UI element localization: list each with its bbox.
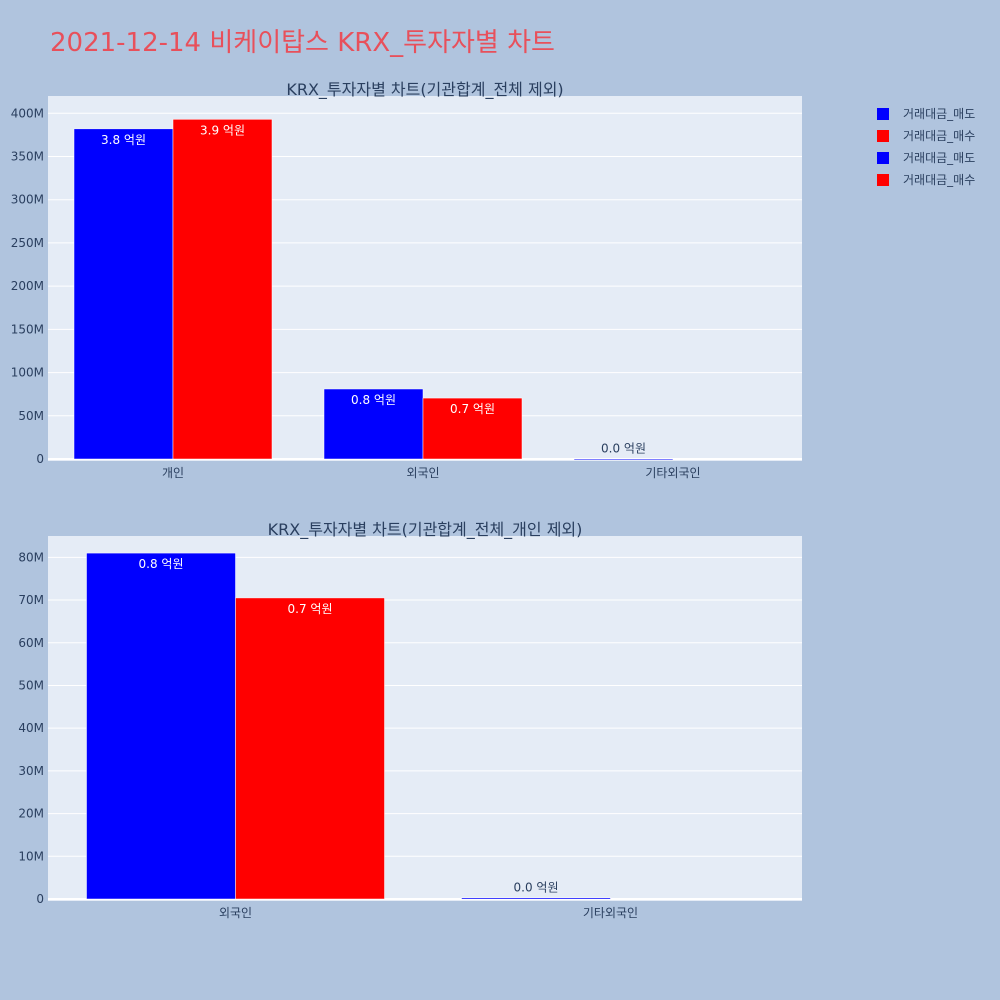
bar-data-label: 3.8 억원 (101, 133, 146, 147)
bar-data-label: 0.8 억원 (351, 393, 396, 407)
y-tick-label: 20M (18, 807, 44, 821)
y-tick-label: 60M (18, 636, 44, 650)
y-tick-label: 40M (18, 721, 44, 735)
page-title: 2021-12-14 비케이탑스 KRX_투자자별 차트 (50, 28, 555, 58)
y-tick-label: 10M (18, 849, 44, 863)
legend-entry: 거래대금_매수 (903, 173, 975, 187)
y-tick-label: 200M (11, 279, 44, 293)
bar-data-label: 0.7 억원 (450, 402, 495, 416)
legend-swatch (877, 152, 889, 164)
legend-swatch (877, 174, 889, 186)
y-tick-label: 50M (18, 409, 44, 423)
bar (73, 128, 174, 460)
subplot-title: KRX_투자자별 차트(기관합계_전체_개인 제외) (268, 520, 583, 540)
bar-data-label: 0.0 억원 (601, 442, 646, 456)
bar (461, 897, 611, 900)
bar (422, 397, 523, 460)
bar (86, 552, 236, 900)
x-tick-label: 외국인 (406, 466, 439, 480)
bar (172, 119, 273, 460)
bar (573, 458, 674, 460)
subplot-2: 0 10M 20M 30M 40M 50M 60M 70M 80M 외국인 기타외국인 0.8 억원 0… (18, 520, 802, 920)
y-tick-label: 350M (11, 150, 44, 164)
bar (323, 388, 424, 460)
legend-swatch (877, 108, 889, 120)
y-tick-label: 30M (18, 764, 44, 778)
legend-swatch (877, 130, 889, 142)
y-tick-label: 70M (18, 593, 44, 607)
y-tick-label: 150M (11, 322, 44, 336)
bar (235, 597, 385, 900)
y-tick-label: 250M (11, 236, 44, 250)
subplot-title: KRX_투자자별 차트(기관합계_전체 제외) (286, 80, 563, 100)
y-tick-label: 100M (11, 366, 44, 380)
bar-data-label: 0.8 억원 (139, 557, 184, 571)
y-tick-label: 0 (36, 452, 44, 466)
y-tick-label: 80M (18, 550, 44, 564)
legend-entry: 거래대금_매수 (903, 129, 975, 143)
y-tick-label: 0 (36, 892, 44, 906)
x-tick-label: 외국인 (219, 906, 252, 920)
subplot-1: 0 50M 100M 150M 200M 250M 300M 350M 400M 개인 외국인 기타외… (11, 80, 802, 480)
x-tick-label: 기타외국인 (645, 466, 700, 480)
bar-data-label: 0.0 억원 (514, 881, 559, 895)
bar-data-label: 0.7 억원 (288, 602, 333, 616)
y-tick-label: 300M (11, 193, 44, 207)
y-tick-label: 400M (11, 106, 44, 120)
legend-entry: 거래대금_매도 (903, 107, 975, 121)
legend-entry: 거래대금_매도 (903, 151, 975, 165)
bar-data-label: 3.9 억원 (200, 123, 245, 137)
y-tick-label: 50M (18, 678, 44, 692)
x-tick-label: 개인 (162, 466, 184, 480)
x-tick-label: 기타외국인 (583, 906, 638, 920)
